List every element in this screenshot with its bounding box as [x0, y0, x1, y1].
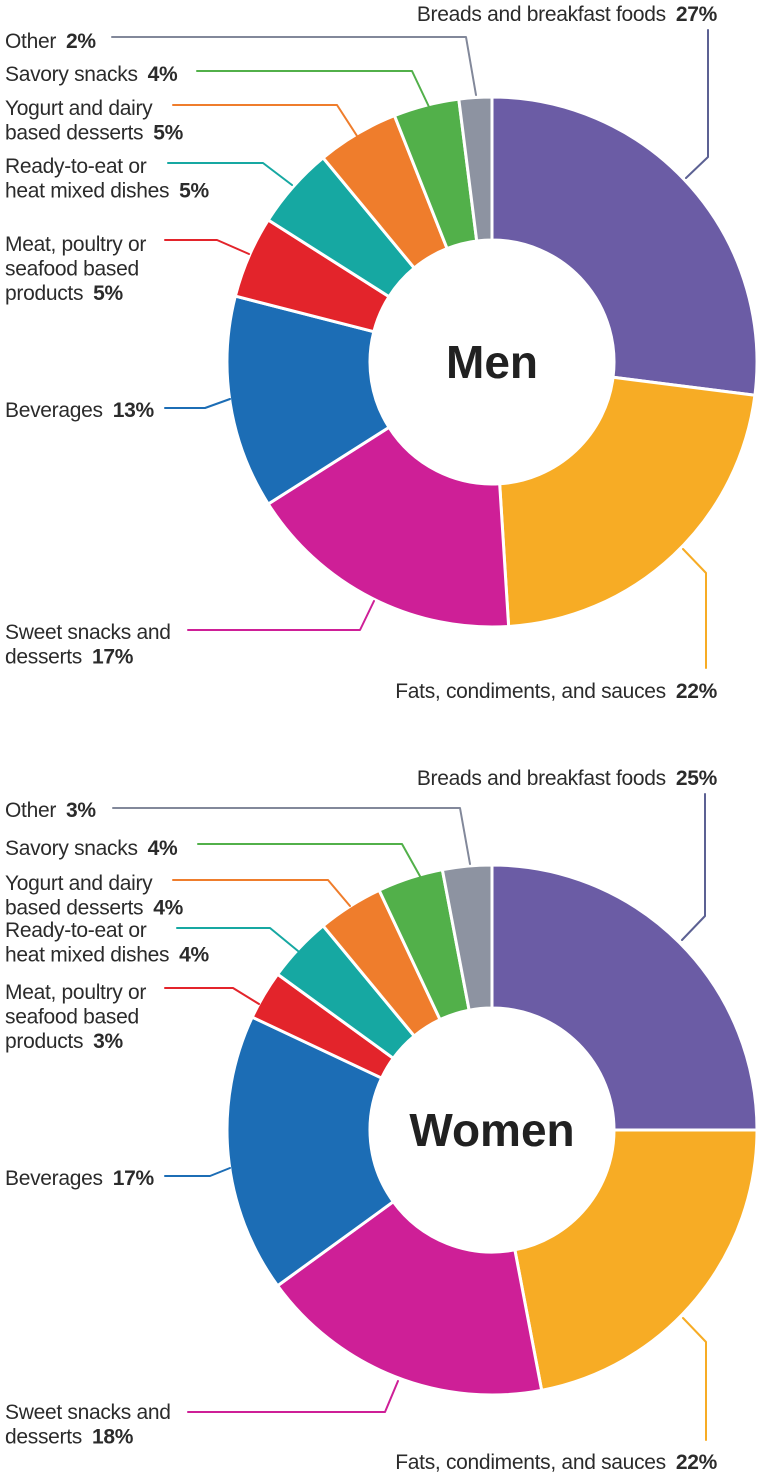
slice-label-women-beverages: Beverages 17% [5, 1167, 154, 1190]
leader-line-men-savory-snacks [196, 70, 431, 110]
slice-label-men-fats-condiments-and-sauces: Fats, condiments, and sauces 22% [395, 680, 717, 703]
leader-line-men-yogurt-and-dairy-based-desserts [172, 104, 360, 140]
leader-line-men-sweet-snacks-and-desserts [187, 600, 375, 631]
donut-slice-women-fats-condiments-and-sauces [513, 1128, 758, 1392]
leader-line-men-other [111, 36, 477, 96]
slice-label-women-ready-to-eat-or-heat-mixed-dishes: Ready-to-eat or heat mixed dishes 4% [5, 919, 210, 967]
donut-slice-women-beverages [225, 1015, 395, 1288]
chart-title-men: Men [446, 336, 538, 388]
slice-label-women-meat-poultry-or-seafood-based-products: Meat, poultry or seafood based products 3% [5, 981, 146, 1053]
slice-label-men-sweet-snacks-and-desserts: Sweet snacks and desserts 17% [5, 621, 171, 669]
donut-chart-women: Breads and breakfast foods 25% Other 3% Savo… [5, 767, 758, 1474]
slice-label-women-fats-condiments-and-sauces: Fats, condiments, and sauces 22% [395, 1451, 717, 1474]
slice-label-women-yogurt-and-dairy-based-desserts: Yogurt and dairy based desserts 4% [5, 872, 184, 920]
donut-slice-women-other [440, 863, 494, 1012]
leader-line-women-breads-and-breakfast-foods [681, 793, 706, 941]
slice-label-women-savory-snacks: Savory snacks 4% [5, 837, 178, 860]
donut-slice-men-other [457, 95, 494, 243]
donut-slice-men-sweet-snacks-and-desserts [266, 425, 511, 629]
leader-line-men-breads-and-breakfast-foods [685, 29, 709, 179]
donut-chart-men: Breads and breakfast foods 27% Other 2% Savo… [5, 3, 758, 703]
slice-label-men-beverages: Beverages 13% [5, 399, 154, 422]
slice-label-women-breads-and-breakfast-foods: Breads and breakfast foods 25% [417, 767, 718, 790]
donut-slice-women-sweet-snacks-and-desserts [276, 1200, 544, 1397]
leader-line-men-beverages [164, 398, 231, 409]
slice-label-women-sweet-snacks-and-desserts: Sweet snacks and desserts 18% [5, 1401, 171, 1449]
leader-line-women-meat-poultry-or-seafood-based-products [164, 987, 260, 1005]
slice-label-men-other: Other 2% [5, 30, 96, 53]
leader-line-women-beverages [164, 1167, 231, 1177]
leader-line-men-ready-to-eat-or-heat-mixed-dishes [167, 162, 293, 186]
slice-label-men-yogurt-and-dairy-based-desserts: Yogurt and dairy based desserts 5% [5, 97, 184, 145]
leader-line-men-fats-condiments-and-sauces [682, 548, 707, 669]
donut-slice-women-breads-and-breakfast-foods [490, 863, 758, 1132]
leader-line-women-sweet-snacks-and-desserts [187, 1380, 399, 1413]
slice-label-men-breads-and-breakfast-foods: Breads and breakfast foods 27% [417, 3, 718, 26]
leader-line-women-other [112, 807, 471, 865]
leader-line-women-yogurt-and-dairy-based-desserts [172, 879, 351, 907]
slice-label-men-savory-snacks: Savory snacks 4% [5, 63, 178, 86]
slice-label-men-ready-to-eat-or-heat-mixed-dishes: Ready-to-eat or heat mixed dishes 5% [5, 155, 210, 203]
slice-label-women-other: Other 3% [5, 799, 96, 822]
leader-line-women-ready-to-eat-or-heat-mixed-dishes [176, 927, 299, 952]
slice-label-men-meat-poultry-or-seafood-based-products: Meat, poultry or seafood based products 5% [5, 233, 146, 305]
donut-slice-men-fats-condiments-and-sauces [498, 375, 757, 628]
donut-slice-men-breads-and-breakfast-foods [490, 95, 758, 397]
donut-slice-men-beverages [225, 294, 391, 506]
chart-title-women: Women [409, 1104, 574, 1156]
leader-line-women-fats-condiments-and-sauces [682, 1317, 707, 1441]
leader-line-men-meat-poultry-or-seafood-based-products [164, 239, 250, 255]
leader-line-women-savory-snacks [197, 843, 422, 879]
